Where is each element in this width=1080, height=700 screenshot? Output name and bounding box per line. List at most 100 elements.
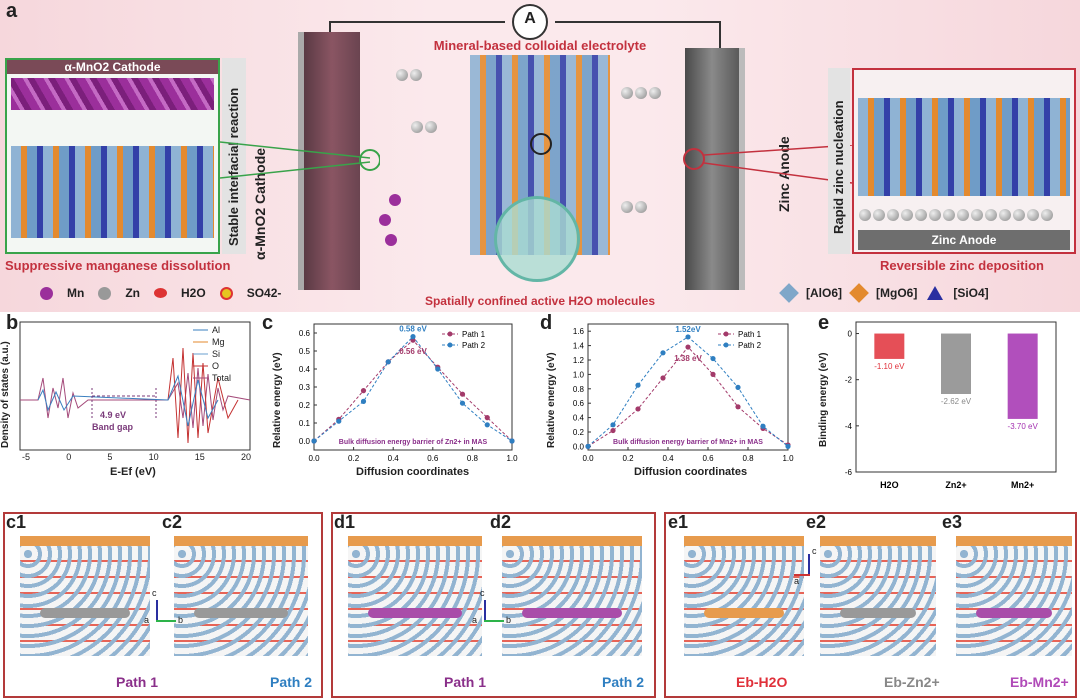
zoom-origin-circle	[530, 133, 552, 155]
panel-e-ylabel: Binding energy (eV)	[818, 352, 829, 448]
data-point	[660, 350, 666, 356]
y-tick-label: 0.0	[299, 437, 311, 446]
y-tick-label: 0.4	[299, 365, 311, 374]
bar-value-label: -1.10 eV	[874, 362, 905, 371]
y-tick-label: 0.2	[573, 428, 585, 437]
eb-mn-label: Eb-Mn2+	[1010, 674, 1069, 690]
xtick: 5	[107, 452, 113, 462]
data-point	[311, 438, 317, 444]
legend-mn: Mn	[67, 286, 85, 300]
data-point	[710, 355, 716, 362]
anode-inset-title: Zinc Anode	[858, 230, 1070, 250]
xtick: -5	[22, 452, 31, 462]
bar-2	[941, 333, 971, 394]
d-path2-label: Path 2	[602, 674, 645, 690]
xtick: 20	[240, 452, 251, 462]
panel-b-ylabel: Density of states (a.u.)	[0, 341, 11, 449]
panel-b-label: b	[6, 312, 19, 334]
e1-label: e1	[668, 512, 689, 532]
axis-b: b	[178, 615, 184, 625]
data-point	[435, 366, 441, 372]
data-point	[410, 334, 416, 340]
data-point	[685, 344, 691, 350]
data-point	[710, 371, 716, 377]
y-tick-label: 0.8	[573, 385, 585, 394]
axis-c: c	[152, 588, 157, 598]
bar-3	[1007, 333, 1038, 419]
panel-c-chart: 0.0 0.1 0.2 0.3 0.4 0.5 0.6 0.0 0.2 0.4 0.6 0.8 1.0 P…	[299, 323, 518, 463]
ammeter-label: A	[524, 10, 536, 27]
legend-marker	[447, 331, 453, 337]
y-tick-label: 0.0	[573, 442, 585, 451]
mgo6-icon	[849, 283, 869, 303]
mno2-crystal	[11, 78, 214, 110]
data-point	[685, 334, 691, 340]
crystal-structure-4	[502, 536, 642, 656]
data-point	[385, 359, 391, 365]
legend-marker	[723, 342, 729, 348]
panel-b-xlabel: E-Ef (eV)	[110, 466, 156, 478]
xtick: 10	[148, 452, 159, 462]
eb-h2o-label: Eb-H2O	[736, 674, 788, 690]
data-point	[785, 443, 791, 449]
electrolyte-title: Mineral-based colloidal electrolyte	[433, 38, 647, 53]
c-path1-label: Path 1	[116, 674, 159, 690]
legend-mg: Mg	[212, 337, 225, 347]
legend-zn: Zn	[125, 286, 140, 300]
axis-c: c	[812, 546, 817, 556]
reversible-caption: Reversible zinc deposition	[880, 258, 1044, 273]
xtick: 0	[66, 452, 72, 462]
crystal-structure-2	[174, 536, 308, 656]
x-tick-label: 0.8	[742, 454, 754, 463]
data-point	[360, 398, 367, 404]
category-label: H2O	[880, 480, 899, 490]
data-point	[760, 423, 766, 429]
zn-ions-row-4	[620, 200, 648, 218]
data-point	[484, 422, 490, 428]
d1-label: d1	[334, 512, 356, 532]
y-tick-label: 0.3	[299, 383, 311, 392]
panel-a-label: a	[6, 0, 18, 22]
x-tick-label: 0.2	[348, 454, 360, 463]
anode-inset: Zinc Anode	[852, 68, 1076, 254]
c1-label: c1	[6, 512, 27, 532]
legend-marker	[447, 342, 453, 348]
x-tick-label: 0.0	[308, 454, 320, 463]
e2-label: e2	[806, 512, 827, 532]
panel-c-ylabel: Relative energy (eV)	[272, 352, 283, 448]
data-point	[459, 400, 466, 406]
x-tick-label: 0.4	[388, 454, 400, 463]
legend-alo6: [AlO6]	[806, 286, 842, 300]
c2-label: c2	[162, 512, 183, 532]
y-tick-label: -4	[845, 422, 853, 431]
data-point	[360, 388, 367, 394]
legend-left: Mn Zn H2O SO42-	[40, 286, 281, 300]
data-point	[585, 443, 591, 449]
h2o-icon	[154, 288, 167, 298]
legend-mgo6: [MgO6]	[876, 286, 918, 300]
axis-a: a	[144, 615, 150, 625]
legend-label: Path 1	[738, 330, 762, 339]
panel-e-chart: 0 -2 -4 -6 -1.10 eV H2O -2.62 eV Zn2+ -3.70 eV Mn…	[845, 321, 1057, 490]
axis-a: a	[472, 615, 478, 625]
legend-right: [AlO6] [MgO6] [SiO4]	[779, 283, 989, 303]
panel-d-structures	[331, 512, 656, 698]
x-tick-label: 0.0	[582, 454, 594, 463]
zn-ions-row-2	[410, 120, 438, 138]
ion-path-band	[704, 608, 784, 618]
panel-e-label: e	[818, 312, 830, 334]
peak-label-path1: 0.56 eV	[399, 347, 427, 356]
confined-water-zoom	[494, 196, 580, 282]
y-tick-label: 0.4	[573, 414, 585, 423]
y-tick-label: 0.1	[299, 419, 311, 428]
ion-path-band	[976, 608, 1052, 618]
ammeter-circle	[512, 4, 548, 40]
band-gap-value: 4.9 eV	[100, 410, 127, 420]
y-tick-label: -6	[845, 468, 853, 477]
x-tick-label: 0.4	[662, 454, 674, 463]
x-tick-label: 0.2	[622, 454, 634, 463]
cathode-inset: α-MnO2 Cathode	[5, 58, 220, 254]
sio4-icon	[927, 286, 944, 300]
y-tick-label: 0.6	[299, 329, 311, 338]
c-path2-label: Path 2	[270, 674, 313, 690]
